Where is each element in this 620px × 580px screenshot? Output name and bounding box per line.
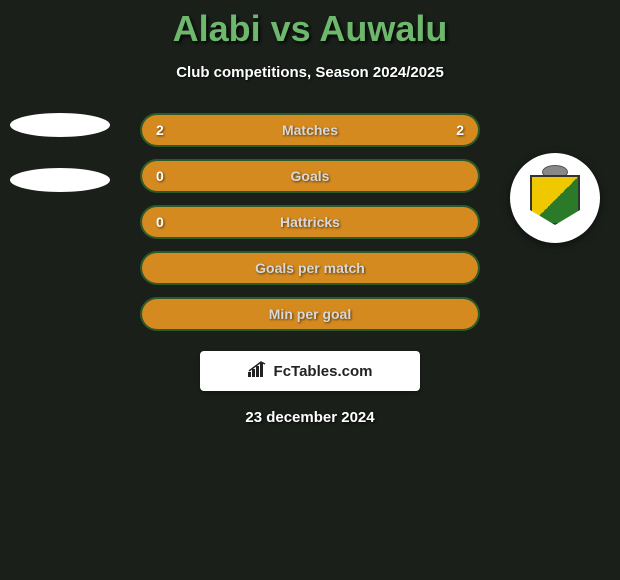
stats-area: 2 Matches 2 0 Goals 0 Hattricks <box>0 113 620 426</box>
stat-row-goals: 0 Goals <box>140 159 480 193</box>
chart-icon <box>248 361 268 382</box>
stat-label: Hattricks <box>280 214 340 230</box>
subtitle: Club competitions, Season 2024/2025 <box>0 64 620 81</box>
stat-label: Goals <box>291 168 330 184</box>
stat-value-left: 0 <box>156 214 164 230</box>
site-name: FcTables.com <box>274 363 373 380</box>
stat-value-left: 2 <box>156 122 164 138</box>
stat-row-hattricks: 0 Hattricks <box>140 205 480 239</box>
stat-rows: 2 Matches 2 0 Goals 0 Hattricks <box>140 113 480 331</box>
player-left-avatar-1 <box>10 113 110 137</box>
stat-row-min-per-goal: Min per goal <box>140 297 480 331</box>
comparison-card: Alabi vs Auwalu Club competitions, Seaso… <box>0 0 620 426</box>
stat-value-right: 2 <box>456 122 464 138</box>
stat-label: Min per goal <box>269 306 351 322</box>
stat-value-left: 0 <box>156 168 164 184</box>
stat-label: Matches <box>282 122 338 138</box>
date-text: 23 december 2024 <box>0 409 620 426</box>
stat-row-goals-per-match: Goals per match <box>140 251 480 285</box>
player-left-avatar-2 <box>10 168 110 192</box>
stat-label: Goals per match <box>255 260 365 276</box>
player-right-badge <box>510 153 600 243</box>
stat-row-matches: 2 Matches 2 <box>140 113 480 147</box>
club-crest-icon <box>520 163 590 233</box>
page-title: Alabi vs Auwalu <box>0 8 620 50</box>
site-badge[interactable]: FcTables.com <box>200 351 420 391</box>
